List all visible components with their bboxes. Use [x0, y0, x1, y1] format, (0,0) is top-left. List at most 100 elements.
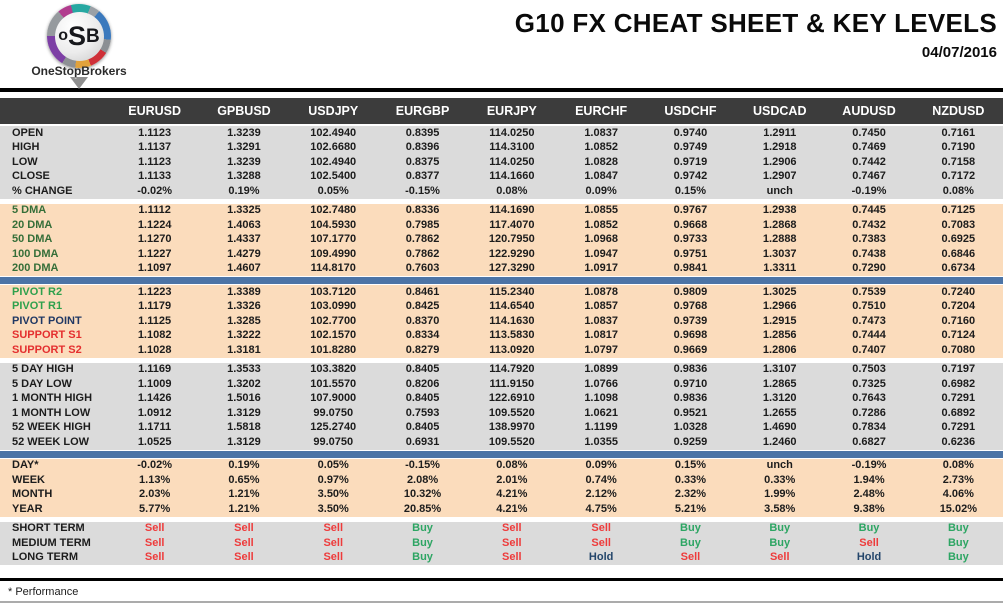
cell-month-gpbusd: 1.21%: [228, 488, 260, 501]
performance-footnote: * Performance: [8, 586, 79, 598]
cell-month-eurusd: 2.03%: [139, 488, 171, 501]
cell-year-usdchf: 5.21%: [674, 502, 707, 515]
cell-50-dma-nzdusd: 0.6925: [941, 233, 976, 246]
cell-change-usdcad: unch: [766, 184, 793, 197]
cell-50-dma-gpbusd: 1.4337: [227, 233, 261, 246]
cell-low-usdchf: 0.9719: [673, 155, 708, 168]
cell-high-eurjpy: 114.3100: [489, 141, 535, 154]
cell-day-usdchf: 0.15%: [674, 459, 707, 472]
section-pivots: PIVOT R2 1.1223 1.3389 103.7120 0.8461 115.23…: [0, 285, 1003, 358]
cell-support-s2-usdcad: 1.2806: [762, 343, 797, 356]
cell-low-usdjpy: 102.4940: [310, 155, 357, 168]
cell-1-month-high-usdchf: 0.9836: [673, 392, 708, 405]
row-support-s2: SUPPORT S2 1.1028 1.3181 101.8280 0.8279 113.…: [0, 343, 1003, 358]
cell-day-eurusd: -0.02%: [137, 459, 173, 472]
cell-50-dma-usdcad: 1.2888: [762, 233, 797, 246]
row-label-50-dma: 50 DMA: [12, 233, 53, 246]
cell-5-day-low-usdjpy: 101.5570: [310, 377, 357, 390]
title-block: G10 FX CHEAT SHEET & KEY LEVELS 04/07/20…: [515, 8, 997, 61]
row-52-week-high: 52 WEEK HIGH 1.1711 1.5818 125.2740 0.8405 13…: [0, 421, 1003, 436]
cell-1-month-low-usdcad: 1.2655: [762, 406, 797, 419]
cell-5-day-low-usdcad: 1.2865: [762, 377, 797, 390]
section-gap: [0, 357, 1003, 363]
cell-5-day-high-eurgbp: 0.8405: [405, 363, 440, 376]
row-label-year: YEAR: [12, 502, 43, 515]
cell-year-eurusd: 5.77%: [139, 502, 171, 515]
cell-50-dma-eurgbp: 0.7862: [405, 233, 440, 246]
cell-5-day-high-eurusd: 1.1169: [138, 363, 172, 376]
cell-5-day-low-audusd: 0.7325: [852, 377, 886, 390]
cell-200-dma-eurusd: 1.1097: [137, 262, 172, 275]
cell-20-dma-eurusd: 1.1224: [137, 218, 172, 231]
cell-52-week-high-eurchf: 1.1199: [584, 421, 618, 434]
cell-medium-term-eurgbp: Buy: [412, 536, 433, 549]
cell-long-term-eurjpy: Sell: [502, 551, 522, 564]
cell-medium-term-usdcad: Buy: [769, 536, 791, 549]
cell-close-eurjpy: 114.1660: [489, 170, 535, 183]
section-dma: 5 DMA 1.1112 1.3325 102.7480 0.8336 114.1690 1…: [0, 203, 1003, 276]
cell-year-usdcad: 3.58%: [764, 502, 796, 515]
row-year: YEAR 5.77% 1.21% 3.50% 20.85% 4.21% 4.75% 5.21%…: [0, 502, 1003, 517]
cell-52-week-high-eurgbp: 0.8405: [405, 421, 440, 434]
row-5-dma: 5 DMA 1.1112 1.3325 102.7480 0.8336 114.1690 1…: [0, 204, 1003, 219]
cell-close-eurusd: 1.1133: [138, 170, 172, 183]
cell-20-dma-eurgbp: 0.7985: [405, 218, 440, 231]
cell-1-month-low-eurusd: 1.0912: [137, 406, 172, 419]
cell-week-eurjpy: 2.01%: [496, 473, 528, 486]
cell-52-week-high-gpbusd: 1.5818: [227, 421, 261, 434]
cell-52-week-high-eurusd: 1.1711: [138, 421, 172, 434]
cell-high-eurgbp: 0.8396: [405, 141, 440, 154]
row-label-high: HIGH: [12, 141, 40, 154]
cell-long-term-audusd: Hold: [856, 551, 882, 564]
cell-5-dma-eurchf: 1.0855: [584, 204, 618, 217]
cell-short-term-usdjpy: Sell: [323, 522, 344, 535]
cell-5-day-high-audusd: 0.7503: [852, 363, 886, 376]
cell-low-audusd: 0.7442: [852, 155, 886, 168]
cell-52-week-high-usdchf: 1.0328: [673, 421, 708, 434]
cell-medium-term-audusd: Sell: [859, 536, 879, 549]
cell-open-eurusd: 1.1123: [138, 126, 172, 139]
cell-100-dma-eurjpy: 122.9290: [488, 247, 535, 260]
page-title: G10 FX CHEAT SHEET & KEY LEVELS: [514, 8, 997, 38]
cell-pivot-point-nzdusd: 0.7160: [941, 314, 976, 327]
cell-support-s2-eurgbp: 0.8279: [405, 343, 440, 356]
cell-200-dma-eurjpy: 127.3290: [488, 262, 535, 275]
cell-support-s1-nzdusd: 0.7124: [941, 329, 976, 342]
cell-support-s2-audusd: 0.7407: [852, 343, 886, 356]
cell-change-gpbusd: 0.19%: [228, 184, 260, 197]
cell-5-day-low-eurjpy: 111.9150: [489, 377, 535, 390]
cell-day-usdjpy: 0.05%: [317, 459, 349, 472]
cell-pivot-r2-gpbusd: 1.3389: [227, 285, 261, 298]
cell-20-dma-audusd: 0.7432: [852, 218, 886, 231]
cell-pivot-r1-eurusd: 1.1179: [138, 300, 172, 313]
blue-divider-bar: [0, 276, 1003, 285]
cell-medium-term-usdjpy: Sell: [323, 536, 344, 549]
cell-20-dma-usdcad: 1.2868: [762, 218, 797, 231]
row-label-1-month-high: 1 MONTH HIGH: [12, 392, 93, 405]
cell-medium-term-eurusd: Sell: [144, 536, 165, 549]
cell-long-term-gpbusd: Sell: [234, 551, 254, 564]
row-open: OPEN 1.1123 1.3239 102.4940 0.8395 114.0250 1.…: [0, 126, 1003, 141]
cell-pivot-r2-eurusd: 1.1223: [137, 285, 172, 298]
column-header-gpbusd: GPBUSD: [217, 103, 271, 118]
cell-5-day-high-eurchf: 1.0899: [584, 363, 618, 376]
cell-support-s2-eurjpy: 113.0920: [489, 343, 535, 356]
cell-long-term-eurchf: Hold: [588, 551, 614, 564]
cell-support-s2-usdjpy: 101.8280: [310, 343, 357, 356]
cell-short-term-nzdusd: Buy: [947, 522, 969, 535]
cell-5-day-low-eurgbp: 0.8206: [405, 377, 440, 390]
cell-medium-term-usdchf: Buy: [680, 536, 701, 549]
cell-year-eurjpy: 4.21%: [496, 502, 528, 515]
cell-1-month-high-eurusd: 1.1426: [137, 392, 172, 405]
cell-1-month-low-eurgbp: 0.7593: [405, 406, 440, 419]
cell-week-eurgbp: 2.08%: [406, 473, 439, 486]
cell-52-week-low-eurgbp: 0.6931: [405, 435, 440, 448]
row-label-close: CLOSE: [12, 170, 50, 183]
cell-5-dma-eurusd: 1.1112: [138, 204, 171, 217]
row-low: LOW 1.1123 1.3239 102.4940 0.8375 114.0250 1.0…: [0, 155, 1003, 170]
cell-medium-term-eurchf: Sell: [591, 536, 611, 549]
row-day: DAY* -0.02% 0.19% 0.05% -0.15% 0.08% 0.09% 0.15…: [0, 459, 1003, 474]
section-signals: SHORT TERM Sell Sell Sell Buy Sell Sell Buy Buy B…: [0, 521, 1003, 565]
cell-support-s1-usdcad: 1.2856: [762, 329, 797, 342]
row-pivot-point: PIVOT POINT 1.1125 1.3285 102.7700 0.8370 114…: [0, 314, 1003, 329]
